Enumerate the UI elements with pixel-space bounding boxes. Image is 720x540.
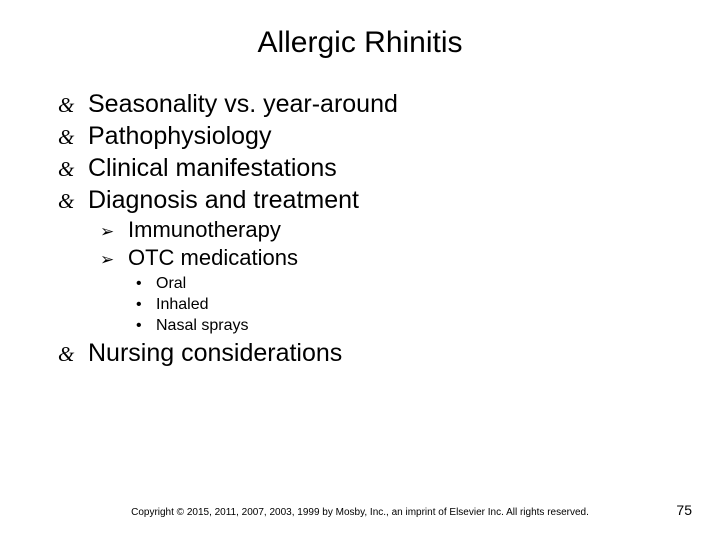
list-item: & Nursing considerations — [58, 337, 720, 369]
dot-icon: • — [136, 295, 156, 316]
list-item-label: Pathophysiology — [88, 120, 271, 152]
list-item: & Seasonality vs. year-around — [58, 88, 720, 120]
list-item-label: OTC medications — [128, 244, 298, 272]
bullet-icon: & — [58, 92, 88, 119]
slide-footer: Copyright © 2015, 2011, 2007, 2003, 1999… — [0, 507, 720, 518]
list-item-label: Oral — [156, 274, 186, 295]
list-item: & Diagnosis and treatment — [58, 184, 720, 216]
copyright-text: Copyright © 2015, 2011, 2007, 2003, 1999… — [0, 507, 720, 518]
bullet-icon: & — [58, 341, 88, 368]
list-item-label: Diagnosis and treatment — [88, 184, 359, 216]
list-item: ➢ Immunotherapy — [100, 216, 720, 244]
list-item-label: Clinical manifestations — [88, 152, 337, 184]
sub-sublist: • Oral • Inhaled • Nasal sprays — [100, 272, 720, 336]
list-item: & Pathophysiology — [58, 120, 720, 152]
dot-icon: • — [136, 274, 156, 295]
list-item: ➢ OTC medications — [100, 244, 720, 272]
list-item-label: Nasal sprays — [156, 316, 248, 337]
list-item: • Nasal sprays — [136, 316, 720, 337]
arrow-icon: ➢ — [100, 249, 128, 271]
slide: Allergic Rhinitis & Seasonality vs. year… — [0, 0, 720, 540]
list-item: • Inhaled — [136, 295, 720, 316]
sublist: ➢ Immunotherapy ➢ OTC medications • Oral… — [58, 216, 720, 337]
page-number: 75 — [676, 502, 692, 518]
slide-content: & Seasonality vs. year-around & Pathophy… — [0, 88, 720, 369]
list-item-label: Nursing considerations — [88, 337, 342, 369]
list-item-label: Seasonality vs. year-around — [88, 88, 398, 120]
list-item-label: Immunotherapy — [128, 216, 281, 244]
dot-icon: • — [136, 316, 156, 337]
arrow-icon: ➢ — [100, 221, 128, 243]
bullet-icon: & — [58, 124, 88, 151]
bullet-icon: & — [58, 156, 88, 183]
bullet-icon: & — [58, 188, 88, 215]
slide-title: Allergic Rhinitis — [0, 0, 720, 88]
list-item: & Clinical manifestations — [58, 152, 720, 184]
list-item-label: Inhaled — [156, 295, 209, 316]
list-item: • Oral — [136, 274, 720, 295]
